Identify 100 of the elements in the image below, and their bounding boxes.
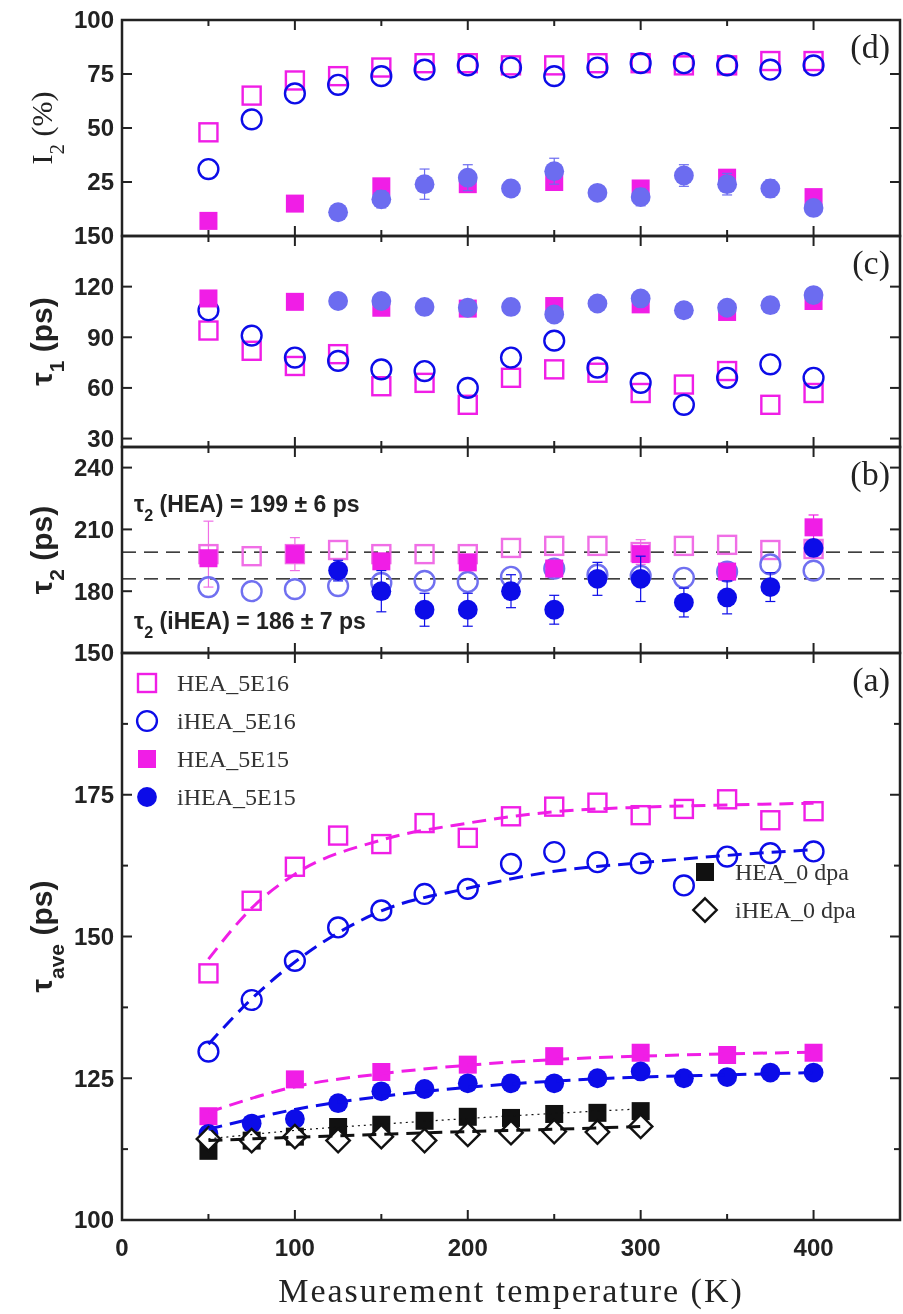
point [499, 565, 523, 588]
point [457, 167, 478, 188]
point [672, 566, 695, 589]
point [760, 295, 781, 316]
point [371, 291, 392, 311]
chart-title: (d) [850, 28, 890, 66]
point [544, 599, 565, 620]
point [759, 58, 782, 81]
point [803, 1062, 824, 1083]
y-tick-label: 100 [73, 6, 114, 34]
point [629, 371, 652, 394]
point [672, 393, 695, 416]
x-tick-label: 300 [620, 1234, 661, 1261]
point [413, 882, 436, 906]
point [717, 174, 738, 195]
point [456, 877, 479, 900]
point [673, 374, 695, 395]
point [372, 1063, 391, 1082]
x-axis-title: Measurement temperature (K) [278, 1272, 744, 1310]
point [631, 1043, 650, 1062]
point [499, 346, 523, 369]
point [672, 874, 695, 897]
point [544, 535, 565, 557]
point [716, 789, 738, 810]
legend-label: iHEA_5E15 [177, 784, 296, 811]
point [284, 355, 306, 377]
point [371, 57, 392, 78]
point [414, 372, 435, 394]
point [240, 988, 263, 1012]
point [198, 543, 219, 565]
y-tick-label: 90 [87, 323, 114, 351]
point [285, 1070, 304, 1089]
x-tick-label: 200 [447, 1234, 488, 1261]
point [673, 300, 694, 321]
point [587, 293, 608, 314]
point [413, 58, 436, 81]
point [544, 304, 565, 325]
point [285, 194, 304, 213]
point [586, 356, 609, 379]
point [760, 539, 781, 561]
point [198, 963, 219, 984]
point [587, 53, 608, 74]
point [457, 1073, 478, 1094]
point [716, 360, 738, 382]
point [371, 581, 392, 602]
point [328, 560, 349, 581]
point [584, 1119, 611, 1146]
point [199, 289, 218, 308]
point [544, 796, 565, 817]
legend-label: HEA_5E15 [177, 746, 289, 773]
point [586, 851, 609, 874]
y-tick-label: 150 [73, 639, 114, 667]
y-tick-label: 210 [73, 515, 114, 543]
point [718, 1046, 737, 1064]
point [415, 1111, 434, 1130]
point [543, 65, 566, 88]
legend-label: HEA_5E16 [177, 670, 289, 697]
point [198, 320, 219, 341]
point [588, 1103, 607, 1122]
point [759, 353, 782, 376]
point [240, 580, 263, 603]
point [241, 890, 262, 911]
point [802, 54, 825, 77]
point [499, 852, 523, 876]
point [673, 798, 695, 820]
point [457, 394, 478, 415]
y-tick-label: 150 [73, 222, 114, 250]
point [197, 157, 220, 181]
point [500, 537, 522, 559]
point [545, 1047, 564, 1066]
point [372, 552, 391, 571]
point [586, 56, 609, 79]
point [544, 161, 565, 182]
point [544, 55, 565, 76]
x-tick-label: 400 [793, 1234, 834, 1261]
point [327, 539, 349, 561]
point [414, 297, 435, 317]
legend-label: iHEA_5E16 [177, 708, 296, 735]
point [414, 174, 435, 195]
point [241, 85, 262, 106]
point [630, 382, 651, 404]
point [199, 211, 218, 230]
y-tick-label: 180 [73, 577, 114, 605]
y-tick-label: 150 [73, 922, 114, 950]
chart-title: (c) [852, 244, 890, 282]
point [327, 825, 349, 846]
y-tick-label: 30 [87, 424, 114, 452]
point [414, 812, 435, 834]
point [803, 285, 824, 305]
point [414, 543, 435, 565]
point [197, 1040, 220, 1063]
point [284, 70, 306, 91]
point [673, 165, 694, 186]
point [760, 810, 781, 831]
point [327, 65, 349, 87]
y-tick-label: 100 [73, 1206, 114, 1234]
point [241, 340, 262, 361]
point [370, 65, 393, 88]
point [371, 543, 392, 565]
point [458, 1107, 477, 1126]
